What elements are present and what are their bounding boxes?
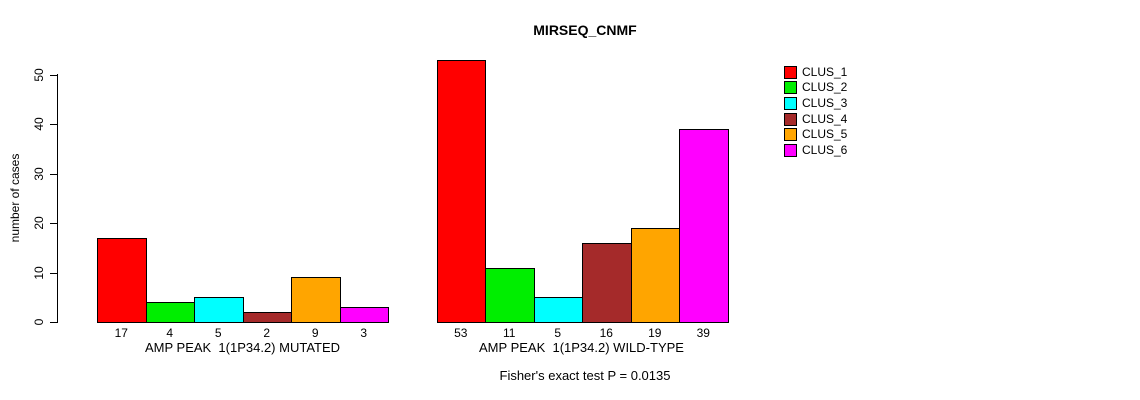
chart-title: MIRSEQ_CNMF	[533, 22, 637, 38]
bar-value-label: 39	[696, 326, 710, 340]
y-tick-label: 30	[32, 166, 46, 181]
y-tick-mark	[50, 322, 57, 323]
bar-value-label: 17	[114, 326, 128, 340]
bar-value-label: 11	[503, 326, 516, 340]
group-label-mutated: AMP PEAK 1(1P34.2) MUTATED	[144, 340, 341, 355]
legend-swatch	[784, 128, 797, 142]
y-axis-line	[57, 74, 58, 323]
legend-label: CLUS_6	[802, 143, 848, 157]
y-tick-mark	[50, 74, 57, 76]
bar-clus_1	[436, 60, 486, 323]
bar-value-label: 2	[263, 326, 271, 340]
bar-clus_1	[97, 238, 147, 323]
y-tick-mark	[50, 223, 57, 224]
legend-item: CLUS_5	[784, 128, 847, 142]
legend-label: CLUS_2	[802, 80, 848, 95]
y-tick-mark	[50, 124, 57, 125]
y-tick-label: 0	[32, 318, 46, 326]
legend-label: CLUS_3	[802, 95, 848, 110]
legend-label: CLUS_4	[802, 111, 848, 126]
y-axis-label: number of cases	[8, 153, 22, 243]
bar-clus_6	[679, 129, 729, 323]
legend-item: CLUS_3	[784, 96, 847, 110]
legend-swatch	[784, 144, 797, 157]
legend-item: CLUS_2	[784, 81, 847, 95]
bar-clus_3	[194, 297, 244, 323]
legend-swatch	[784, 65, 797, 79]
legend-swatch	[784, 112, 797, 126]
bar-value-label: 53	[454, 326, 468, 340]
y-tick-mark	[50, 173, 57, 175]
bar-value-label: 16	[599, 326, 613, 340]
legend-swatch	[784, 81, 797, 95]
y-tick-mark	[50, 272, 57, 274]
legend-swatch	[784, 96, 797, 110]
bar-clus_5	[630, 228, 680, 323]
bar-clus_6	[339, 307, 389, 323]
bar-value-label: 9	[311, 326, 319, 340]
y-tick-label: 40	[32, 117, 46, 131]
bar-value-label: 19	[648, 326, 662, 340]
legend-item: CLUS_1	[784, 65, 847, 79]
bar-value-label: 5	[554, 326, 562, 340]
bar-value-label: 3	[360, 326, 368, 340]
fisher-test-annotation: Fisher's exact test P = 0.0135	[499, 368, 671, 383]
bar-value-label: 4	[166, 326, 174, 340]
bar-clus_2	[145, 302, 195, 323]
bar-clus_5	[291, 277, 341, 323]
legend-label: CLUS_5	[802, 127, 848, 142]
group-label-wild-type: AMP PEAK 1(1P34.2) WILD-TYPE	[479, 340, 684, 355]
bar-clus_4	[582, 243, 632, 323]
y-tick-label: 20	[32, 216, 46, 230]
bar-clus_3	[533, 297, 583, 323]
bar-value-label: 5	[214, 326, 222, 340]
y-tick-label: 50	[32, 67, 46, 82]
y-tick-label: 10	[32, 265, 46, 280]
legend-label: CLUS_1	[802, 64, 848, 79]
legend-item: CLUS_6	[784, 144, 847, 158]
bar-clus_4	[242, 312, 292, 323]
legend-item: CLUS_4	[784, 112, 847, 126]
bar-clus_2	[485, 268, 535, 323]
